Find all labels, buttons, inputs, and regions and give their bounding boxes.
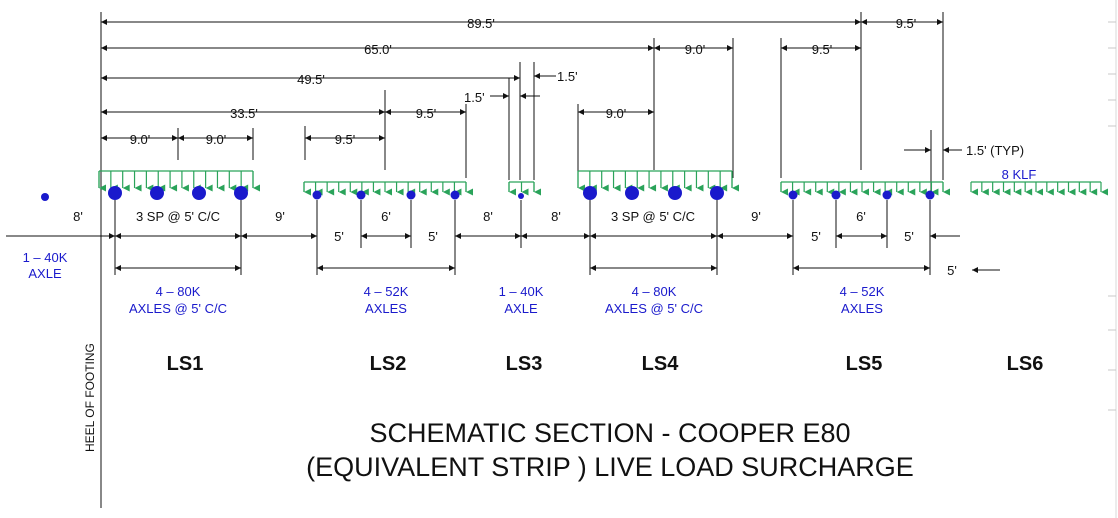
axle-40k-left-line1: 1 – 40K: [23, 250, 68, 265]
gap-8-b: 8': [483, 209, 493, 224]
axle-ls2-3: [406, 190, 416, 200]
ls1-load-line1: 4 – 80K: [156, 284, 201, 299]
axle-ls4-1: [583, 186, 597, 200]
case-ls5: LS5: [846, 353, 883, 375]
ls3-load-line2: AXLE: [504, 301, 538, 316]
dim-9-5-ls2: 9.5': [335, 132, 356, 147]
dim-9-0-ls4-left: 9.0': [606, 106, 627, 121]
ls1-load-line2: AXLES @ 5' C/C: [129, 301, 227, 316]
ls6-klf: 8 KLF: [1002, 167, 1037, 182]
title-line2: (EQUIVALENT STRIP ) LIVE LOAD SURCHARGE: [306, 452, 914, 482]
axle-ls5-2: [831, 190, 841, 200]
ls2-spacing-6: 6': [381, 209, 391, 224]
axle-ls2-4: [450, 190, 460, 200]
ls4-load-line1: 4 – 80K: [632, 284, 677, 299]
ls2-load-line2: AXLES: [365, 301, 407, 316]
load-labels: 1 – 40K AXLE 4 – 80K AXLES @ 5' C/C 4 – …: [23, 167, 1037, 316]
dim-33-5: 33.5': [230, 106, 258, 121]
case-ls2: LS2: [370, 353, 407, 375]
dim-9-0-ls1-a: 9.0': [130, 132, 151, 147]
axle-ls5-4: [925, 190, 935, 200]
dim-9-0-ls1-b: 9.0': [206, 132, 227, 147]
axle-ls1-1: [108, 186, 122, 200]
top-dimensions: 89.5' 9.5' 65.0' 9.0' 9.5' 49.5' 1.5' 1.…: [101, 16, 1024, 158]
axle-ls4-2: [625, 186, 639, 200]
case-ls6: LS6: [1007, 353, 1044, 375]
ls5-spacing-5-a: 5': [811, 229, 821, 244]
spacing-ls4: 3 SP @ 5' C/C: [611, 209, 695, 224]
ls3-load-line1: 1 – 40K: [499, 284, 544, 299]
gap-8-a: 8': [73, 209, 83, 224]
dim-9-5-right: 9.5': [896, 16, 917, 31]
case-ls4: LS4: [642, 353, 680, 375]
dim-9-0-ls4: 9.0': [685, 42, 706, 57]
axle-ls4-4: [710, 186, 724, 200]
dim-1-5-b: 1.5': [464, 90, 485, 105]
dim-65-0: 65.0': [364, 42, 392, 57]
strip-load-ls5: [780, 181, 950, 196]
gap-9-a: 9': [275, 209, 285, 224]
strip-load-ls3: [508, 181, 541, 196]
ls2-spacing-5-b: 5': [428, 229, 438, 244]
dim-9-5-ls5: 9.5': [812, 42, 833, 57]
right-edge-ticks: [1108, 21, 1116, 411]
axle-ls2-1: [312, 190, 322, 200]
axle-ls5-3: [882, 190, 892, 200]
ls2-spacing-5-a: 5': [334, 229, 344, 244]
case-ls1: LS1: [167, 353, 204, 375]
axle-ls3: [518, 193, 524, 199]
strip-load-ls2: [303, 181, 473, 196]
ls5-spacing-5-b: 5': [904, 229, 914, 244]
axle-40k-left: [41, 193, 49, 201]
axle-ls2-2: [356, 190, 366, 200]
dim-49-5: 49.5': [297, 72, 325, 87]
gap-8-c: 8': [551, 209, 561, 224]
axle-ls1-2: [150, 186, 164, 200]
axle-ls1-4: [234, 186, 248, 200]
title-line1: SCHEMATIC SECTION - COOPER E80: [369, 418, 850, 448]
ls2-load-line1: 4 – 52K: [364, 284, 409, 299]
heel-of-footing-label: HEEL OF FOOTING: [83, 343, 97, 452]
load-case-labels: LS1 LS2 LS3 LS4 LS5 LS6: [167, 353, 1044, 375]
case-ls3: LS3: [506, 353, 543, 375]
axles: [41, 186, 935, 201]
spacing-ls1: 3 SP @ 5' C/C: [136, 209, 220, 224]
axle-ls5-1: [788, 190, 798, 200]
axle-ls4-3: [668, 186, 682, 200]
axle-40k-left-line2: AXLE: [28, 266, 62, 281]
ls5-spacing-6: 6': [856, 209, 866, 224]
dim-1-5-a: 1.5': [557, 69, 578, 84]
dim-1-5-typ: 1.5' (TYP): [966, 143, 1024, 158]
ls6-spacing-5: 5': [947, 263, 957, 278]
strip-load-ls1: [98, 170, 260, 192]
strip-loads: [98, 170, 1108, 196]
extension-lines: [114, 200, 931, 275]
ls4-load-line2: AXLES @ 5' C/C: [605, 301, 703, 316]
ls5-load-line2: AXLES: [841, 301, 883, 316]
strip-load-ls4: [577, 170, 739, 192]
gap-dimensions: 8' 3 SP @ 5' C/C 9' 5' 6' 5' 8' 8' 3 SP …: [6, 209, 1000, 278]
dim-89-5: 89.5': [467, 16, 495, 31]
gap-9-b: 9': [751, 209, 761, 224]
ls5-load-line1: 4 – 52K: [840, 284, 885, 299]
strip-load-ls6: [970, 181, 1108, 196]
axle-ls1-3: [192, 186, 206, 200]
dim-9-5-ls2-right: 9.5': [416, 106, 437, 121]
